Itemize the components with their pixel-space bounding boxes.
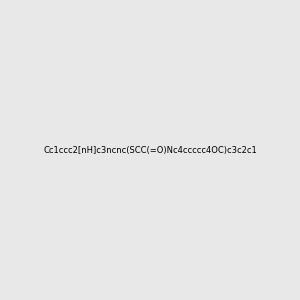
Text: Cc1ccc2[nH]c3ncnc(SCC(=O)Nc4ccccc4OC)c3c2c1: Cc1ccc2[nH]c3ncnc(SCC(=O)Nc4ccccc4OC)c3c… [43,146,257,154]
